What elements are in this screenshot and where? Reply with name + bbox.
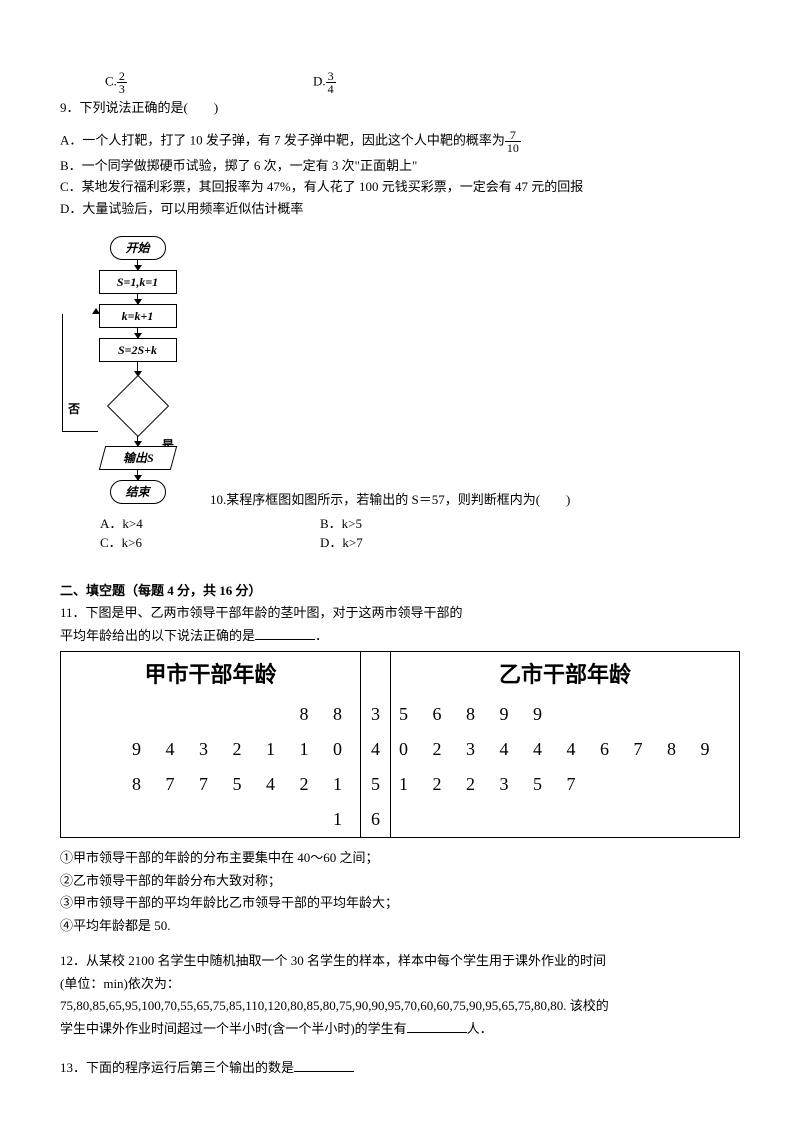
opt-text: 一个人打靶，打了 10 发子弹，有 7 发子弹中靶，因此这个人中靶的概率为 <box>82 132 505 147</box>
q13: 13．下面的程序运行后第三个输出的数是 <box>60 1058 740 1078</box>
q12-tail-pre: 学生中课外作业时间超过一个半小时(含一个半小时)的学生有 <box>60 1021 407 1036</box>
q12-data: 75,80,85,65,95,100,70,55,65,75,85,110,12… <box>60 996 740 1016</box>
q13-pre: 13．下面的程序运行后第三个输出的数是 <box>60 1060 294 1075</box>
leaf-right: 5 6 8 9 9 <box>391 697 739 732</box>
q11-s3: ③甲市领导干部的平均年龄比乙市领导干部的平均年龄大； <box>60 893 740 913</box>
fc-step2: S=2S+k <box>99 338 177 362</box>
fc-text: k=k+1 <box>122 309 154 323</box>
q8-d-fraction: 34 <box>326 70 336 95</box>
q10-option-c: C．k>6 <box>100 533 320 553</box>
fc-output: 输出S <box>98 446 176 470</box>
q9-option-c: C．某地发行福利彩票，其回报率为 47%，有人花了 100 元钱买彩票，一定会有… <box>60 177 740 197</box>
fc-arrow <box>137 260 138 270</box>
q10-option-d: D．k>7 <box>320 533 363 553</box>
stem: 5 <box>361 767 391 802</box>
leaf-right <box>391 802 739 837</box>
hdr-right: 乙市干部年龄 <box>391 652 739 697</box>
blank-field[interactable] <box>294 1058 354 1072</box>
q12-tail: 学生中课外作业时间超过一个半小时(含一个半小时)的学生有 人． <box>60 1019 740 1039</box>
q11-line1: 11．下图是甲、乙两市领导干部年龄的茎叶图，对于这两市领导干部的 <box>60 603 740 623</box>
fc-loop-arrow <box>92 308 100 314</box>
fc-end: 结束 <box>110 480 166 504</box>
q11-s4: ④平均年龄都是 50. <box>60 916 740 936</box>
stem: 4 <box>361 732 391 767</box>
fc-arrow <box>137 470 138 480</box>
fc-step1: k=k+1 <box>99 304 177 328</box>
q9-option-d: D．大量试验后，可以用频率近似估计概率 <box>60 199 740 219</box>
stemleaf-row: 8 835 6 8 9 9 <box>61 697 739 732</box>
stemleaf-row: 8 7 7 5 4 2 151 2 2 3 5 7 <box>61 767 739 802</box>
q9-option-b: B．一个同学做掷硬币试验，掷了 6 次，一定有 3 次"正面朝上" <box>60 156 740 176</box>
q11-s2: ②乙市领导干部的年龄分布大致对称； <box>60 871 740 891</box>
q11-post: ． <box>315 628 328 643</box>
fc-text: 输出S <box>122 449 153 467</box>
q11-line2: 平均年龄给出的以下说法正确的是 ． <box>60 626 740 646</box>
hdr-left: 甲市干部年龄 <box>61 652 361 697</box>
flowchart: 开始 S=1,k=1 k=k+1 S=2S+k 否 是 输出S 结束 <box>70 236 205 504</box>
fc-decision <box>106 375 168 437</box>
hdr-stem <box>361 652 391 697</box>
fc-no-label: 否 <box>68 400 80 418</box>
q8-options: C.23 D.34 <box>60 70 740 95</box>
fc-text: S=1,k=1 <box>117 275 158 289</box>
q12-tail-post: 人． <box>467 1021 493 1036</box>
stem: 3 <box>361 697 391 732</box>
frac-num: 7 <box>505 129 521 142</box>
q10-stem: 10.某程序框图如图所示，若输出的 S＝57，则判断框内为( ) <box>210 490 740 510</box>
q8-option-c: C.23 <box>105 70 305 95</box>
q10-options: A．k>4 B．k>5 C．k>6 D．k>7 <box>100 514 740 553</box>
blank-field[interactable] <box>407 1019 467 1033</box>
leaf-left: 1 <box>61 802 361 837</box>
stem-leaf-plot: 甲市干部年龄 乙市干部年龄 8 835 6 8 9 99 4 3 2 1 1 0… <box>60 651 740 838</box>
leaf-right: 1 2 2 3 5 7 <box>391 767 739 802</box>
q10-option-b: B．k>5 <box>320 514 362 534</box>
q8-d-prefix: D. <box>313 73 326 88</box>
leaf-left: 8 7 7 5 4 2 1 <box>61 767 361 802</box>
q9-option-a: A．一个人打靶，打了 10 发子弹，有 7 发子弹中靶，因此这个人中靶的概率为7… <box>60 129 740 154</box>
section-title: 二、填空题（每题 4 分，共 16 分） <box>60 583 262 598</box>
stemleaf-header: 甲市干部年龄 乙市干部年龄 <box>61 652 739 697</box>
section-2-header: 二、填空题（每题 4 分，共 16 分） <box>60 581 740 601</box>
q9-options: A．一个人打靶，打了 10 发子弹，有 7 发子弹中靶，因此这个人中靶的概率为7… <box>60 129 740 219</box>
leaf-left: 8 8 <box>61 697 361 732</box>
q10-option-a: A．k>4 <box>100 514 320 534</box>
blank-field[interactable] <box>255 626 315 640</box>
q8-option-d: D.34 <box>313 70 336 95</box>
fc-arrow <box>137 328 138 338</box>
q8-c-prefix: C. <box>105 73 117 88</box>
q11-s1: ①甲市领导干部的年龄的分布主要集中在 40～60 之间； <box>60 848 740 868</box>
fc-arrow <box>137 294 138 304</box>
q9-stem: 9．下列说法正确的是( ) <box>60 98 740 118</box>
opt-prefix: A． <box>60 132 82 147</box>
fc-arrow <box>137 436 138 446</box>
fc-init: S=1,k=1 <box>99 270 177 294</box>
q12-line1: 12．从某校 2100 名学生中随机抽取一个 30 名学生的样本，样本中每个学生… <box>60 951 740 971</box>
stemleaf-body: 8 835 6 8 9 99 4 3 2 1 1 040 2 3 4 4 4 6… <box>61 697 739 837</box>
frac-den: 10 <box>505 142 521 154</box>
stem: 6 <box>361 802 391 837</box>
q11-pre: 平均年龄给出的以下说法正确的是 <box>60 628 255 643</box>
q12-line2: (单位：min)依次为： <box>60 974 740 994</box>
frac-den: 4 <box>326 83 336 95</box>
leaf-right: 0 2 3 4 4 4 6 7 8 9 <box>391 732 739 767</box>
fc-text: S=2S+k <box>118 343 157 357</box>
stemleaf-row: 16 <box>61 802 739 837</box>
fc-start: 开始 <box>110 236 166 260</box>
q8-c-fraction: 23 <box>117 70 127 95</box>
leaf-left: 9 4 3 2 1 1 0 <box>61 732 361 767</box>
frac-den: 3 <box>117 83 127 95</box>
stemleaf-row: 9 4 3 2 1 1 040 2 3 4 4 4 6 7 8 9 <box>61 732 739 767</box>
q9-a-fraction: 710 <box>505 129 521 154</box>
